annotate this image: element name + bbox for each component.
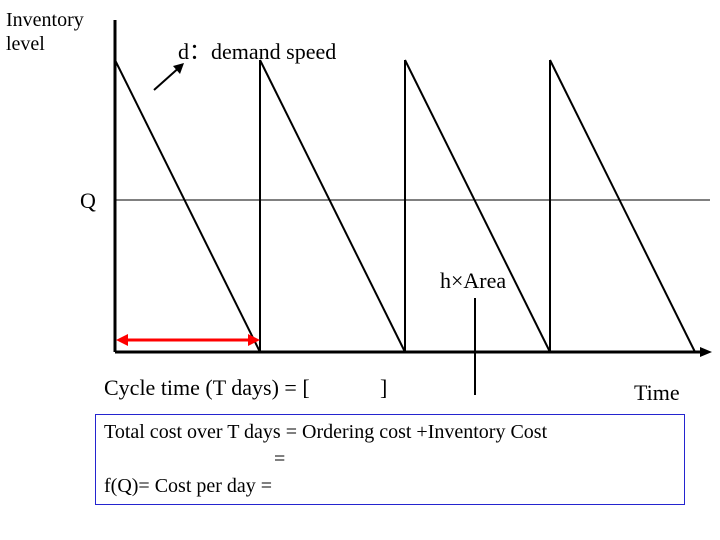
formula-line-1: Total cost over T days = Ordering cost +… bbox=[104, 419, 676, 446]
demand-speed-label: d：demand speed bbox=[178, 34, 336, 66]
cycle-time-bracket-close: ] bbox=[380, 375, 387, 401]
formula-line-3: f(Q)= Cost per day = bbox=[104, 473, 676, 500]
q-label: Q bbox=[80, 188, 96, 214]
y-axis-label: Inventory level bbox=[6, 8, 84, 56]
formula-line-2: = bbox=[104, 446, 676, 473]
cycle-time-arrow bbox=[116, 334, 260, 346]
time-axis-label: Time bbox=[634, 380, 680, 406]
sawtooth-pattern bbox=[115, 60, 695, 352]
x-axis-arrow bbox=[700, 347, 712, 357]
h-area-label: h×Area bbox=[440, 268, 506, 294]
demand-pointer bbox=[154, 63, 184, 90]
cycle-time-label: Cycle time (T days) = [ bbox=[104, 375, 310, 401]
formula-box: Total cost over T days = Ordering cost +… bbox=[95, 414, 685, 505]
